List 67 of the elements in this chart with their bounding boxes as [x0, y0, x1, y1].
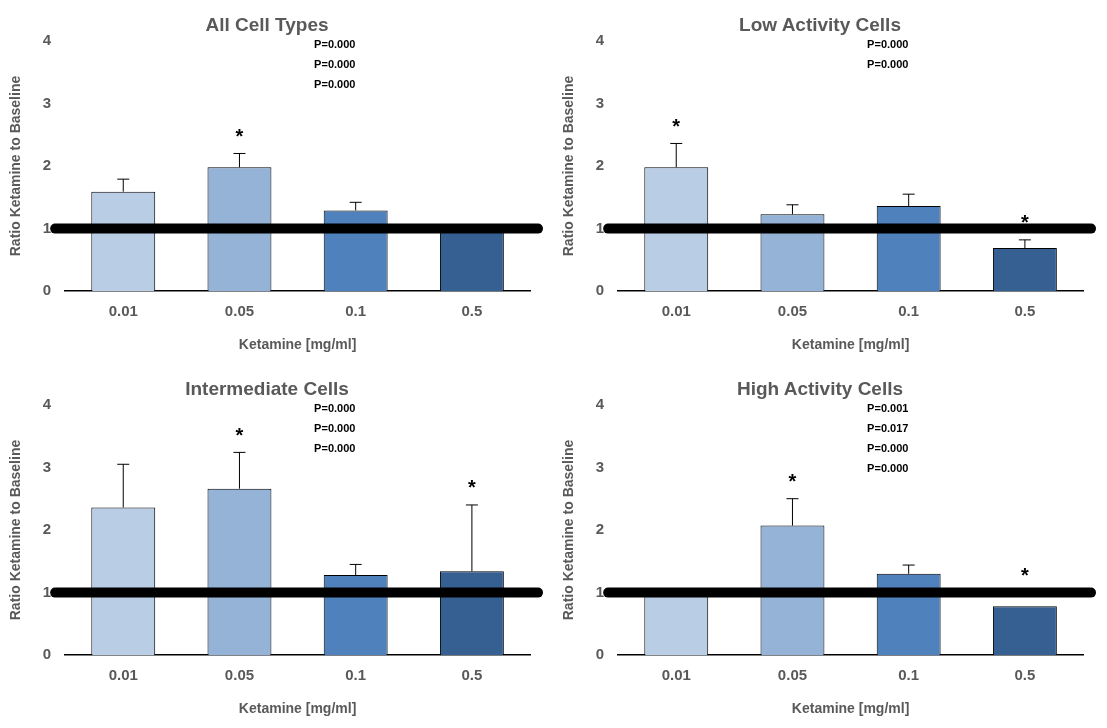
x-tick-label: 0.1 [345, 666, 367, 684]
y-tick-label: 1 [595, 582, 605, 600]
annotation: * [235, 423, 244, 446]
y-tick-label: 4 [42, 30, 52, 48]
chart-title: High Activity Cells [736, 377, 904, 399]
y-axis-title: Ratio Ketamine to Baseline [7, 75, 24, 257]
chart-title: Intermediate Cells [185, 377, 349, 399]
x-axis-title: Ketamine [mg/ml] [238, 700, 357, 717]
x-tick-label: 0.01 [108, 302, 138, 320]
x-tick-label: 0.05 [777, 666, 808, 684]
y-tick-label: 0 [42, 281, 52, 299]
annotation: P=0.000 [314, 401, 356, 414]
annotation: P=0.000 [314, 77, 356, 90]
y-tick-label: 3 [595, 457, 605, 475]
x-tick-label: 0.05 [224, 666, 255, 684]
y-tick-label: 0 [595, 281, 605, 299]
x-tick-label: 0.5 [461, 302, 483, 320]
x-axis-title: Ketamine [mg/ml] [791, 700, 910, 717]
annotation: P=0.000 [314, 441, 356, 454]
y-tick-label: 1 [42, 582, 52, 600]
annotation: P=0.017 [867, 421, 909, 434]
y-tick-label: 1 [42, 218, 52, 236]
y-tick-label: 4 [42, 394, 52, 412]
y-tick-label: 1 [595, 218, 605, 236]
x-tick-label: 0.1 [345, 302, 367, 320]
annotation: P=0.000 [867, 461, 909, 474]
y-axis-title: Ratio Ketamine to Baseline [7, 439, 24, 621]
y-tick-label: 2 [595, 156, 605, 174]
y-axis-title: Ratio Ketamine to Baseline [560, 439, 577, 621]
annotation: * [788, 470, 797, 493]
annotation: P=0.000 [314, 57, 356, 70]
y-tick-label: 0 [42, 645, 52, 663]
annotation: P=0.000 [867, 37, 909, 50]
chart-title: Low Activity Cells [739, 13, 901, 35]
annotation: * [1020, 211, 1029, 234]
x-tick-label: 0.5 [1014, 666, 1036, 684]
x-tick-label: 0.01 [661, 302, 691, 320]
y-tick-label: 4 [595, 30, 605, 48]
x-axis-title: Ketamine [mg/ml] [238, 336, 357, 353]
y-axis-title: Ratio Ketamine to Baseline [560, 75, 577, 257]
annotation: * [1020, 564, 1029, 587]
annotation: * [467, 476, 476, 499]
y-tick-label: 4 [595, 394, 605, 412]
x-tick-label: 0.5 [1014, 302, 1036, 320]
x-tick-label: 0.01 [661, 666, 691, 684]
x-tick-label: 0.01 [108, 666, 138, 684]
y-tick-label: 2 [42, 520, 52, 538]
x-tick-label: 0.1 [898, 302, 920, 320]
annotation: * [672, 114, 681, 137]
x-tick-label: 0.05 [224, 302, 255, 320]
y-tick-label: 3 [595, 93, 605, 111]
y-tick-label: 0 [595, 645, 605, 663]
annotation: P=0.000 [314, 37, 356, 50]
annotation: P=0.000 [867, 57, 909, 70]
y-tick-label: 3 [42, 457, 52, 475]
annotation: P=0.000 [867, 441, 909, 454]
annotation: P=0.000 [314, 421, 356, 434]
y-tick-label: 2 [42, 156, 52, 174]
x-axis-title: Ketamine [mg/ml] [791, 336, 910, 353]
chart-title: All Cell Types [205, 13, 329, 35]
x-tick-label: 0.05 [777, 302, 808, 320]
x-tick-label: 0.5 [461, 666, 483, 684]
y-tick-label: 3 [42, 93, 52, 111]
annotation: P=0.001 [867, 401, 909, 414]
x-tick-label: 0.1 [898, 666, 920, 684]
annotation: * [235, 125, 244, 147]
y-tick-label: 2 [595, 520, 605, 538]
